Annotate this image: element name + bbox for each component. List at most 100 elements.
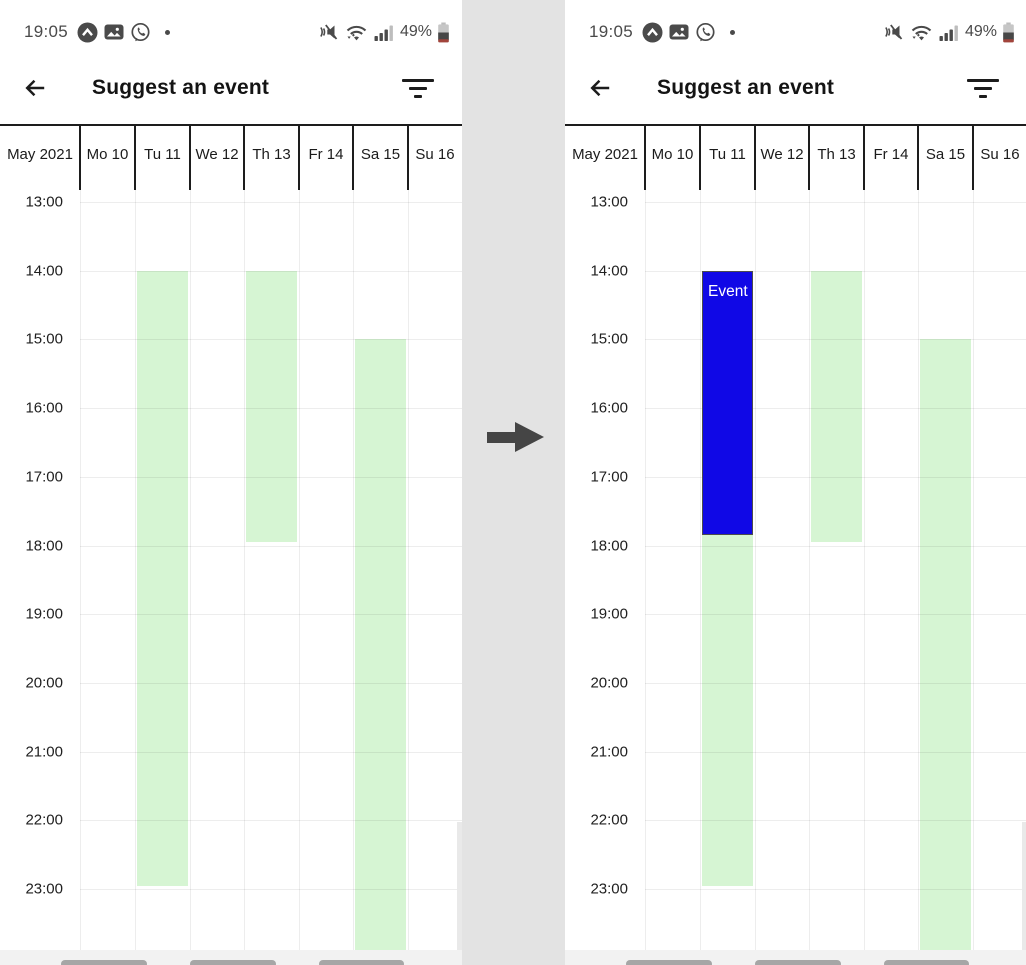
app-notification-icon [77, 22, 98, 43]
scrollbar[interactable] [1022, 822, 1026, 950]
nav-pill[interactable] [190, 960, 276, 965]
availability-block-th-13[interactable] [246, 270, 297, 543]
battery-icon [1002, 22, 1015, 43]
scrollbar[interactable] [457, 822, 462, 950]
notification-dot [730, 29, 736, 35]
day-header-tu-11: Tu 11 [709, 146, 746, 163]
day-header-fr-14: Fr 14 [308, 146, 344, 163]
grid-column-line [809, 190, 810, 950]
appbar-divider [0, 124, 462, 126]
day-header-divider [189, 126, 191, 190]
transition-arrow-icon [487, 422, 545, 453]
grid-hour-line [645, 682, 1026, 684]
grid-hour-line [80, 614, 462, 616]
grid-hour-line [645, 202, 1026, 203]
day-header-we-12: We 12 [195, 146, 239, 163]
day-header-divider [79, 126, 81, 190]
nav-pill[interactable] [755, 960, 841, 965]
time-label: 19:00 [25, 605, 63, 623]
bottom-nav-bar [0, 950, 462, 965]
day-header-divider [917, 126, 919, 190]
battery-percent: 49% [964, 23, 997, 40]
gallery-icon [669, 22, 689, 42]
whatsapp-icon [695, 22, 716, 43]
day-header-divider [134, 126, 136, 190]
day-header-divider [243, 126, 245, 190]
nav-pill[interactable] [884, 960, 969, 965]
nav-pill[interactable] [61, 960, 147, 965]
battery-icon [437, 22, 450, 43]
wifi-icon [344, 23, 369, 42]
grid-column-line [864, 190, 865, 950]
nav-pill[interactable] [319, 960, 404, 965]
status-time: 19:05 [24, 22, 69, 41]
grid-column-line [755, 190, 756, 950]
battery-percent: 49% [399, 23, 432, 40]
nav-pill[interactable] [626, 960, 712, 965]
grid-hour-line [645, 614, 1026, 616]
time-label: 23:00 [25, 880, 63, 898]
cell-signal-icon [374, 24, 395, 41]
grid-column-line [700, 190, 701, 950]
grid-column-line [353, 190, 354, 950]
bottom-nav-bar [565, 950, 1026, 965]
day-header-divider [298, 126, 300, 190]
grid-column-line [918, 190, 919, 950]
time-label: 13:00 [25, 193, 63, 211]
back-button[interactable] [587, 75, 613, 101]
back-button[interactable] [22, 75, 48, 101]
time-label: 14:00 [590, 262, 628, 280]
month-label: May 2021 [7, 146, 73, 163]
time-label: 22:00 [590, 811, 628, 829]
time-label: 16:00 [590, 399, 628, 417]
grid-hour-line [80, 202, 462, 203]
time-label: 16:00 [25, 399, 63, 417]
cell-signal-icon [939, 24, 960, 41]
day-header-divider [754, 126, 756, 190]
grid-column-line [408, 190, 409, 950]
status-bar: 19:05 49% [0, 0, 462, 52]
status-bar: 19:05 49% [565, 0, 1026, 52]
day-header-mo-10: Mo 10 [86, 146, 129, 163]
grid-hour-line [645, 339, 1026, 341]
grid-column-line [80, 190, 81, 950]
time-label: 22:00 [25, 811, 63, 829]
grid-hour-line [645, 408, 1026, 410]
time-label: 14:00 [25, 262, 63, 280]
status-right-icons: 49% [884, 22, 1015, 43]
filter-icon[interactable] [966, 77, 1000, 99]
mute-vibrate-icon [319, 22, 339, 42]
grid-column-line [190, 190, 191, 950]
time-label: 18:00 [590, 537, 628, 554]
day-header-th-13: Th 13 [252, 146, 291, 163]
time-label: 20:00 [590, 674, 628, 692]
app-notification-icon [642, 22, 663, 43]
time-label: 17:00 [25, 468, 63, 486]
day-header-divider [972, 126, 974, 190]
appbar-divider [565, 124, 1026, 126]
screenshot-after: 19:05 49% Suggest an event May 2021 [565, 0, 1026, 965]
week-header: May 2021 Mo 10 Tu 11 We 12 Th 13 Fr 14 Sa 15 S… [0, 126, 462, 190]
availability-block-sa-15[interactable] [355, 339, 406, 955]
calendar-grid: 13:00 14:00 15:00 16:00 17:00 18:00 19:00 20:00… [565, 0, 1026, 965]
grid-column-line [645, 190, 646, 950]
day-header-su-16: Su 16 [980, 146, 1020, 163]
day-header-fr-14: Fr 14 [873, 146, 909, 163]
availability-block-tu-11[interactable] [137, 270, 188, 886]
time-label: 15:00 [25, 330, 63, 348]
grid-hour-line [80, 889, 462, 890]
time-label: 15:00 [590, 330, 628, 348]
day-header-divider [407, 126, 409, 190]
filter-icon[interactable] [401, 77, 435, 99]
status-left-icons [642, 22, 736, 43]
grid-column-line [135, 190, 136, 950]
availability-block-sa-15[interactable] [920, 339, 971, 955]
screenshot-before: 19:05 49% Suggest an event May 2021 [0, 0, 462, 965]
day-header-th-13: Th 13 [817, 146, 856, 163]
gallery-icon [104, 22, 124, 42]
availability-block-th-13[interactable] [811, 270, 862, 543]
day-header-su-16: Su 16 [415, 146, 455, 163]
event-title: Event [708, 282, 748, 300]
event-block[interactable]: Event [702, 270, 753, 536]
grid-hour-line [80, 820, 462, 822]
